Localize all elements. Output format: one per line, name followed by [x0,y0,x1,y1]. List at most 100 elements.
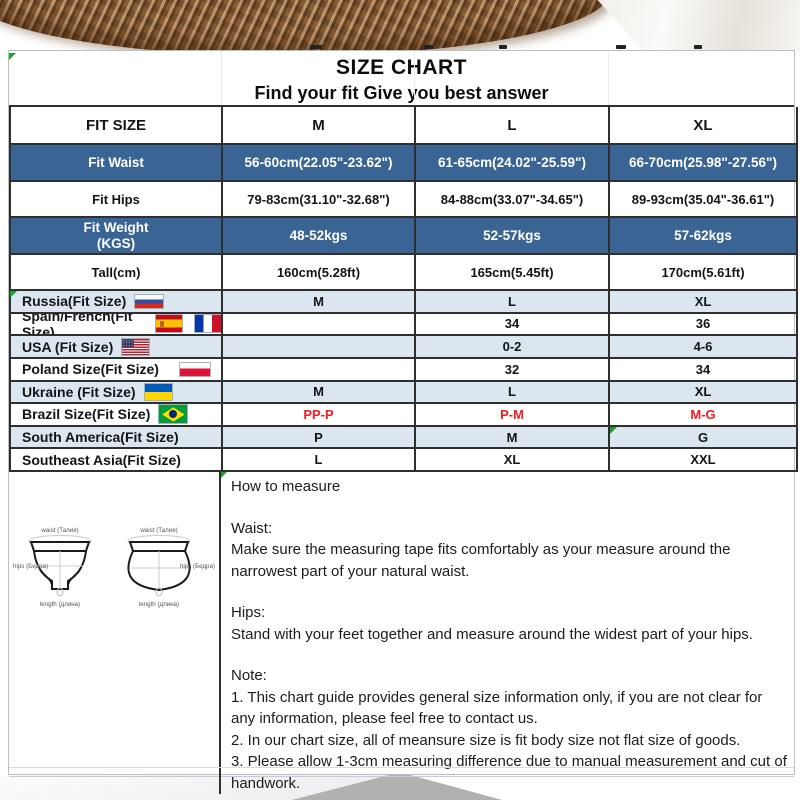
cell-southeast-asia-l: XL [416,449,610,472]
panties-diagram-svg: waist (Талия) hips (Бедра) length (длина… [13,527,215,608]
cell-tall-xl: 170cm(5.61ft) [610,255,798,291]
spain-flag-icon [156,315,182,333]
waist-label-back: waist (Талия) [139,527,177,534]
cell-waist-m: 56-60cm(22.05"-23.62") [223,145,416,182]
waist-label-front: waist (Талия) [40,527,78,534]
cell-tall-m: 160cm(5.28ft) [223,255,416,291]
russia-label: Russia(Fit Size) [22,293,127,310]
hips-label-front: hips (Бедра) [13,563,48,570]
brazil-label: Brazil Size(Fit Size) [22,406,151,423]
cell-spain-l: 34 [416,313,610,337]
cutoff-text-mark [694,45,702,49]
excel-marker-icon [9,53,16,60]
row-label-fit-waist: Fit Waist [11,145,223,182]
white-fabric [597,0,800,50]
cell-russia-xl: XL [610,291,798,314]
fit-weight-line1: Fit Weight [83,219,149,235]
size-chart-sheet: SIZE CHART Find your fit Give you best a… [8,50,798,794]
waist-heading: Waist: [231,519,273,537]
cell-ukraine-m: M [223,381,416,405]
ukraine-flag-icon [144,383,172,400]
excel-marker-icon [610,427,617,434]
background-photo-bottom [0,775,800,800]
page-title: SIZE CHART [336,56,467,79]
cell-hips-l: 84-88cm(33.07"-34.65") [416,182,610,218]
note-item-2: 2. In our chart size, all of meansure si… [231,731,741,749]
brazil-flag-icon [159,405,188,424]
usa-label: USA (Fit Size) [22,338,114,355]
fit-weight-line2: (KGS) [96,235,136,251]
cell-poland-xl: 34 [610,358,798,382]
row-label-tall: Tall(cm) [11,255,223,291]
hips-instructions: Stand with your feet together and measur… [231,625,753,643]
cell-spain-xl: 36 [610,313,798,337]
how-to-measure-title: How to measure [231,478,341,495]
row-label-fit-hips: Fit Hips [11,182,223,218]
excel-marker-icon [220,472,227,479]
ukraine-label: Ukraine (Fit Size) [22,383,136,400]
cell-southeast-asia-m: L [223,449,416,472]
col-header-m: M [223,107,416,145]
cell-poland-m [223,358,416,382]
cutoff-text-mark [424,45,433,49]
cell-south-america-m: P [223,426,416,450]
length-label-front: length (длина) [40,601,80,608]
row-label-russia: Russia(Fit Size) [11,291,223,314]
cell-brazil-xl: M-G [610,404,798,427]
cell-southeast-asia-xl: XXL [610,449,798,472]
waist-instructions: Make sure the measuring tape fits comfor… [231,541,731,580]
cell-south-america-l: M [416,426,610,450]
how-to-measure-section: waist (Талия) hips (Бедра) length (длина… [9,472,794,794]
cell-usa-xl: 4-6 [610,336,798,359]
cell-waist-xl: 66-70cm(25.98"-27.56") [610,145,798,182]
cutoff-text-mark [499,45,507,49]
usa-flag-icon [122,338,150,355]
cell-poland-l: 32 [416,358,610,382]
russia-flag-icon [135,294,164,308]
cell-south-america-xl: G [610,426,798,450]
cell-weight-l: 52-57kgs [416,218,610,255]
row-label-usa: USA (Fit Size) [11,336,223,359]
cell-brazil-m: PP-P [223,404,416,427]
page-subtitle: Find your fit Give you best answer [254,83,549,103]
note-item-3: 3. Please allow 1-3cm measuring differen… [231,753,787,792]
cell-russia-l: L [416,291,610,314]
note-item-1: 1. This chart guide provides general siz… [231,688,763,728]
cell-waist-l: 61-65cm(24.02"-25.59") [416,145,610,182]
cell-hips-m: 79-83cm(31.10"-32.68") [223,182,416,218]
spain-french-label: Spain/French(Fit Size) [22,313,133,337]
cell-tall-l: 165cm(5.45ft) [416,255,610,291]
title-block: SIZE CHART Find your fit Give you best a… [9,51,794,105]
france-flag-icon [195,315,221,333]
cell-usa-l: 0-2 [416,336,610,359]
cell-weight-xl: 57-62kgs [610,218,798,255]
col-header-l: L [416,107,610,145]
cell-brazil-l: P-M [416,404,610,427]
cell-hips-xl: 89-93cm(35.04"-36.61") [610,182,798,218]
note-heading: Note: [231,667,267,684]
bottom-gridline [9,767,794,768]
row-label-brazil: Brazil Size(Fit Size) [11,404,223,427]
hips-heading: Hips: [231,604,266,621]
cell-usa-m [223,336,416,359]
cell-ukraine-l: L [416,381,610,405]
col-header-fit-size: FIT SIZE [11,107,223,145]
row-label-spain-french: Spain/French(Fit Size) [11,313,223,337]
row-label-ukraine: Ukraine (Fit Size) [11,381,223,405]
cutoff-text-mark [310,45,322,49]
poland-label: Poland Size(Fit Size) [22,361,159,378]
how-to-measure-text: How to measure Waist: Make sure the meas… [221,472,796,794]
measurement-diagram: waist (Талия) hips (Бедра) length (длина… [9,472,221,794]
cell-spain-m [223,313,416,337]
cutoff-text-mark [616,45,626,49]
excel-marker-icon [10,291,17,298]
cell-weight-m: 48-52kgs [223,218,416,255]
hips-label-back: hips (Бедра) [180,563,215,570]
cell-russia-m: M [223,291,416,314]
length-label-back: length (длина) [139,601,179,608]
row-label-south-america: South America(Fit Size) [11,426,223,450]
row-label-southeast-asia: Southeast Asia(Fit Size) [11,449,223,472]
poland-flag-icon [179,362,210,376]
row-label-fit-weight: Fit Weight (KGS) [11,218,223,255]
size-table: FIT SIZE M L XL Fit Waist 56-60cm(22.05"… [9,105,798,472]
